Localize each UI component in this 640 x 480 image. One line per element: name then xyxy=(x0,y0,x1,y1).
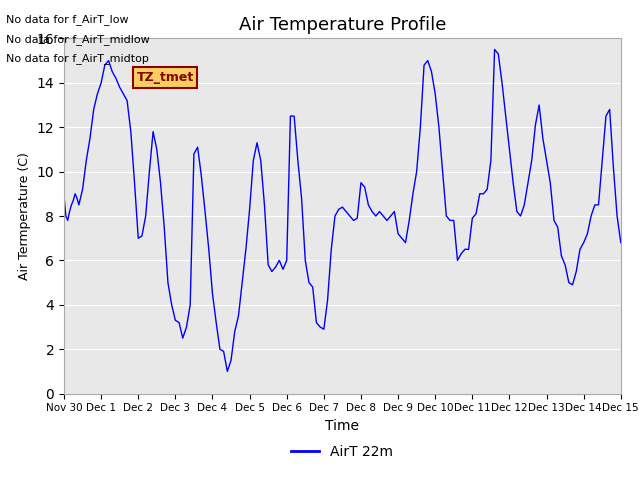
Text: No data for f_AirT_midtop: No data for f_AirT_midtop xyxy=(6,53,149,64)
X-axis label: Time: Time xyxy=(325,419,360,433)
Y-axis label: Air Termperature (C): Air Termperature (C) xyxy=(18,152,31,280)
Text: TZ_tmet: TZ_tmet xyxy=(136,71,194,84)
Text: No data for f_AirT_low: No data for f_AirT_low xyxy=(6,14,129,25)
Legend: AirT 22m: AirT 22m xyxy=(286,440,399,465)
Title: Air Temperature Profile: Air Temperature Profile xyxy=(239,16,446,34)
Text: No data for f_AirT_midlow: No data for f_AirT_midlow xyxy=(6,34,150,45)
